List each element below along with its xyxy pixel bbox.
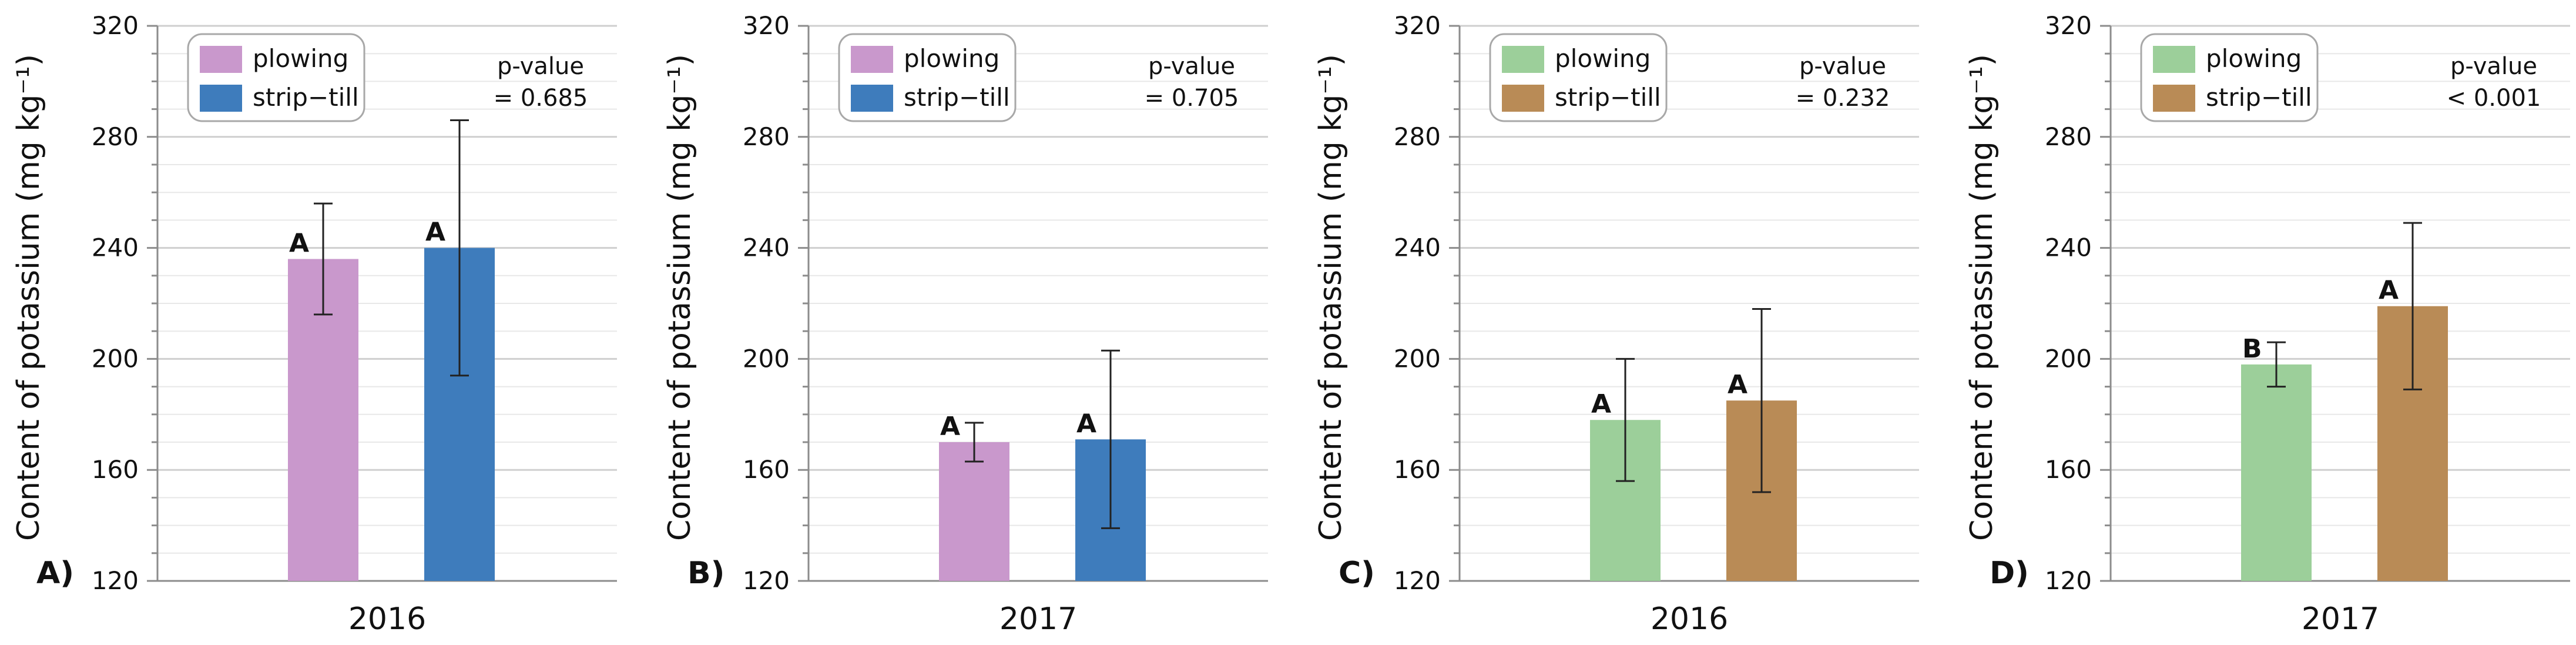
legend-label: strip−till [253, 83, 359, 112]
y-tick-label: 280 [743, 122, 790, 151]
significance-letter: A [1591, 389, 1611, 419]
legend-swatch [200, 85, 242, 112]
y-tick-label: 120 [92, 566, 139, 595]
legend-label: strip−till [904, 83, 1010, 112]
x-tick-label: 2017 [999, 601, 1077, 637]
y-tick-label: 120 [2045, 566, 2092, 595]
panel-label: D) [1990, 556, 2029, 591]
bar-plowing [2241, 364, 2312, 581]
panel-3: 120 160 200 240 280 320 Content of potassium (… [1313, 11, 1919, 637]
legend-swatch [1502, 85, 1544, 112]
pvalue-label: p-value [1148, 53, 1235, 80]
y-tick-label: 200 [743, 344, 790, 373]
panel-label: A) [36, 556, 74, 591]
y-tick-label: 200 [92, 344, 139, 373]
y-tick-label: 320 [1394, 11, 1441, 40]
pvalue-text: = 0.232 [1796, 85, 1890, 112]
y-tick-label: 240 [2045, 233, 2092, 262]
panel-2: 120 160 200 240 280 320 Content of potassium (… [662, 11, 1268, 637]
panel-label: B) [687, 556, 724, 591]
significance-letter: A [425, 218, 445, 248]
y-tick-label: 320 [92, 11, 139, 40]
legend-swatch [851, 46, 893, 73]
legend-swatch [200, 46, 242, 73]
y-tick-label: 200 [2045, 344, 2092, 373]
y-tick-label: 160 [92, 455, 139, 484]
y-tick-label: 240 [743, 233, 790, 262]
significance-letter: A [2379, 276, 2399, 306]
significance-letter: B [2242, 334, 2262, 364]
y-tick-label: 120 [1394, 566, 1441, 595]
significance-letter: A [940, 412, 960, 442]
legend-swatch [2153, 46, 2195, 73]
x-tick-label: 2017 [2302, 601, 2379, 637]
legend-label: plowing [904, 44, 999, 73]
pvalue-label: p-value [2450, 53, 2537, 80]
legend-swatch [2153, 85, 2195, 112]
pvalue-label: p-value [497, 53, 584, 80]
significance-letter: A [1728, 370, 1747, 400]
legend-swatch [1502, 46, 1544, 73]
y-axis-title: Content of potassium (mg kg⁻¹) [1313, 54, 1349, 541]
y-tick-label: 160 [1394, 455, 1441, 484]
y-tick-label: 160 [743, 455, 790, 484]
legend-label: strip−till [1555, 83, 1661, 112]
x-tick-label: 2016 [1651, 601, 1728, 637]
legend: plowing strip−till [187, 33, 365, 122]
legend-label: strip−till [2206, 83, 2312, 112]
legend-label: plowing [1555, 44, 1651, 73]
panel-4: 120 160 200 240 280 320 Content of potassium (… [1964, 11, 2570, 637]
legend: plowing strip−till [838, 33, 1017, 122]
bar-plowing [939, 442, 1009, 581]
y-tick-label: 280 [92, 122, 139, 151]
legend-label: plowing [2206, 44, 2302, 73]
y-axis-title: Content of potassium (mg kg⁻¹) [662, 54, 697, 541]
y-tick-label: 280 [1394, 122, 1441, 151]
panel-1: 120 160 200 240 280 320 Content of potassium (… [11, 11, 617, 637]
pvalue-text: < 0.001 [2447, 85, 2541, 112]
y-tick-label: 280 [2045, 122, 2092, 151]
y-tick-label: 200 [1394, 344, 1441, 373]
y-axis-title: Content of potassium (mg kg⁻¹) [11, 54, 46, 541]
legend-swatch [851, 85, 893, 112]
legend-label: plowing [253, 44, 348, 73]
significance-letter: A [1076, 409, 1096, 439]
y-tick-label: 240 [1394, 233, 1441, 262]
pvalue-text: = 0.685 [494, 85, 588, 112]
significance-letter: A [289, 228, 309, 258]
y-tick-label: 160 [2045, 455, 2092, 484]
y-tick-label: 240 [92, 233, 139, 262]
y-tick-label: 320 [743, 11, 790, 40]
y-axis-title: Content of potassium (mg kg⁻¹) [1964, 54, 2000, 541]
x-tick-label: 2016 [348, 601, 426, 637]
y-tick-label: 120 [743, 566, 790, 595]
panel-label: C) [1339, 556, 1375, 591]
legend: plowing strip−till [2140, 33, 2319, 122]
y-tick-label: 320 [2045, 11, 2092, 40]
pvalue-text: = 0.705 [1145, 85, 1239, 112]
legend: plowing strip−till [1489, 33, 1668, 122]
pvalue-label: p-value [1799, 53, 1886, 80]
